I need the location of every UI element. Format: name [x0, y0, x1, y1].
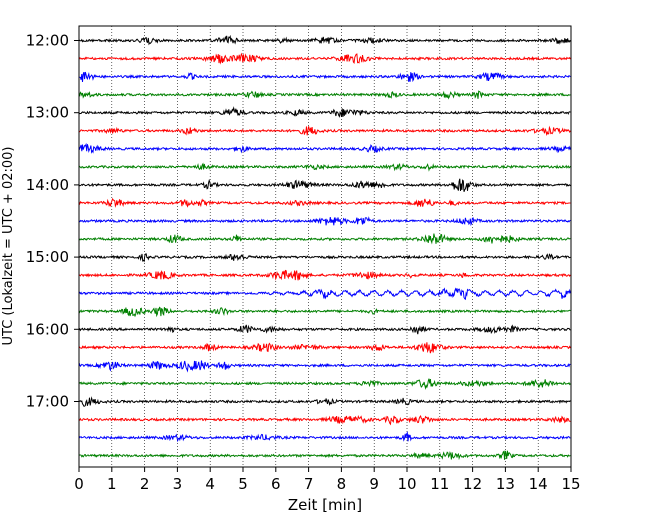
trace-1745	[78, 450, 571, 461]
plot-frame	[78, 25, 572, 468]
trace-1215	[78, 52, 571, 65]
trace-1615	[78, 342, 571, 354]
trace-1400	[78, 178, 571, 192]
x-tick-label: 2	[140, 475, 150, 493]
seismic-traces	[78, 34, 571, 461]
x-axis-label: Zeit [min]	[288, 496, 362, 514]
x-tick-label: 0	[74, 475, 84, 493]
trace-1515	[78, 269, 571, 281]
trace-1445	[78, 233, 571, 245]
x-tick-label: 12	[463, 475, 482, 493]
x-tick-label: 15	[561, 475, 580, 493]
x-axis: 0 1 2 3 4 5 6 7 8 9 10 11 12 13 14 15	[74, 467, 581, 493]
x-tick-label: 1	[107, 475, 117, 493]
x-tick-label: 4	[205, 475, 215, 493]
trace-1600	[78, 324, 571, 335]
trace-1230	[78, 71, 571, 83]
y-tick-label: 17:00	[26, 393, 69, 411]
y-tick-label: 15:00	[26, 248, 69, 266]
trace-1200	[78, 34, 571, 46]
trace-1645	[78, 378, 571, 391]
x-tick-label: 5	[238, 475, 248, 493]
trace-1730	[78, 431, 571, 443]
x-tick-label: 13	[496, 475, 515, 493]
y-tick-label: 14:00	[26, 176, 69, 194]
trace-1715	[78, 414, 571, 426]
trace-1530	[78, 287, 571, 301]
y-tick-label: 13:00	[26, 104, 69, 122]
trace-1700	[78, 396, 571, 407]
trace-1545	[78, 306, 571, 318]
y-axis: 12:00 13:00 14:00 15:00 16:00 17:00	[26, 32, 79, 411]
x-tick-label: 9	[369, 475, 379, 493]
x-tick-label: 11	[430, 475, 449, 493]
trace-1345	[78, 162, 571, 172]
trace-1500	[78, 253, 571, 263]
trace-1415	[78, 197, 571, 208]
trace-1630	[78, 360, 571, 373]
trace-1300	[78, 106, 571, 118]
trace-1245	[78, 90, 571, 100]
x-tick-label: 7	[304, 475, 314, 493]
x-tick-label: 8	[337, 475, 347, 493]
y-tick-label: 16:00	[26, 320, 69, 338]
x-tick-label: 14	[529, 475, 548, 493]
x-tick-label: 3	[173, 475, 183, 493]
trace-1430	[78, 216, 571, 227]
trace-1315	[78, 125, 571, 137]
y-tick-label: 12:00	[26, 32, 69, 50]
x-tick-label: 10	[397, 475, 416, 493]
y-axis-label: UTC (Lokalzeit = UTC + 02:00)	[1, 147, 16, 346]
trace-1330	[78, 142, 571, 154]
x-tick-label: 6	[271, 475, 281, 493]
